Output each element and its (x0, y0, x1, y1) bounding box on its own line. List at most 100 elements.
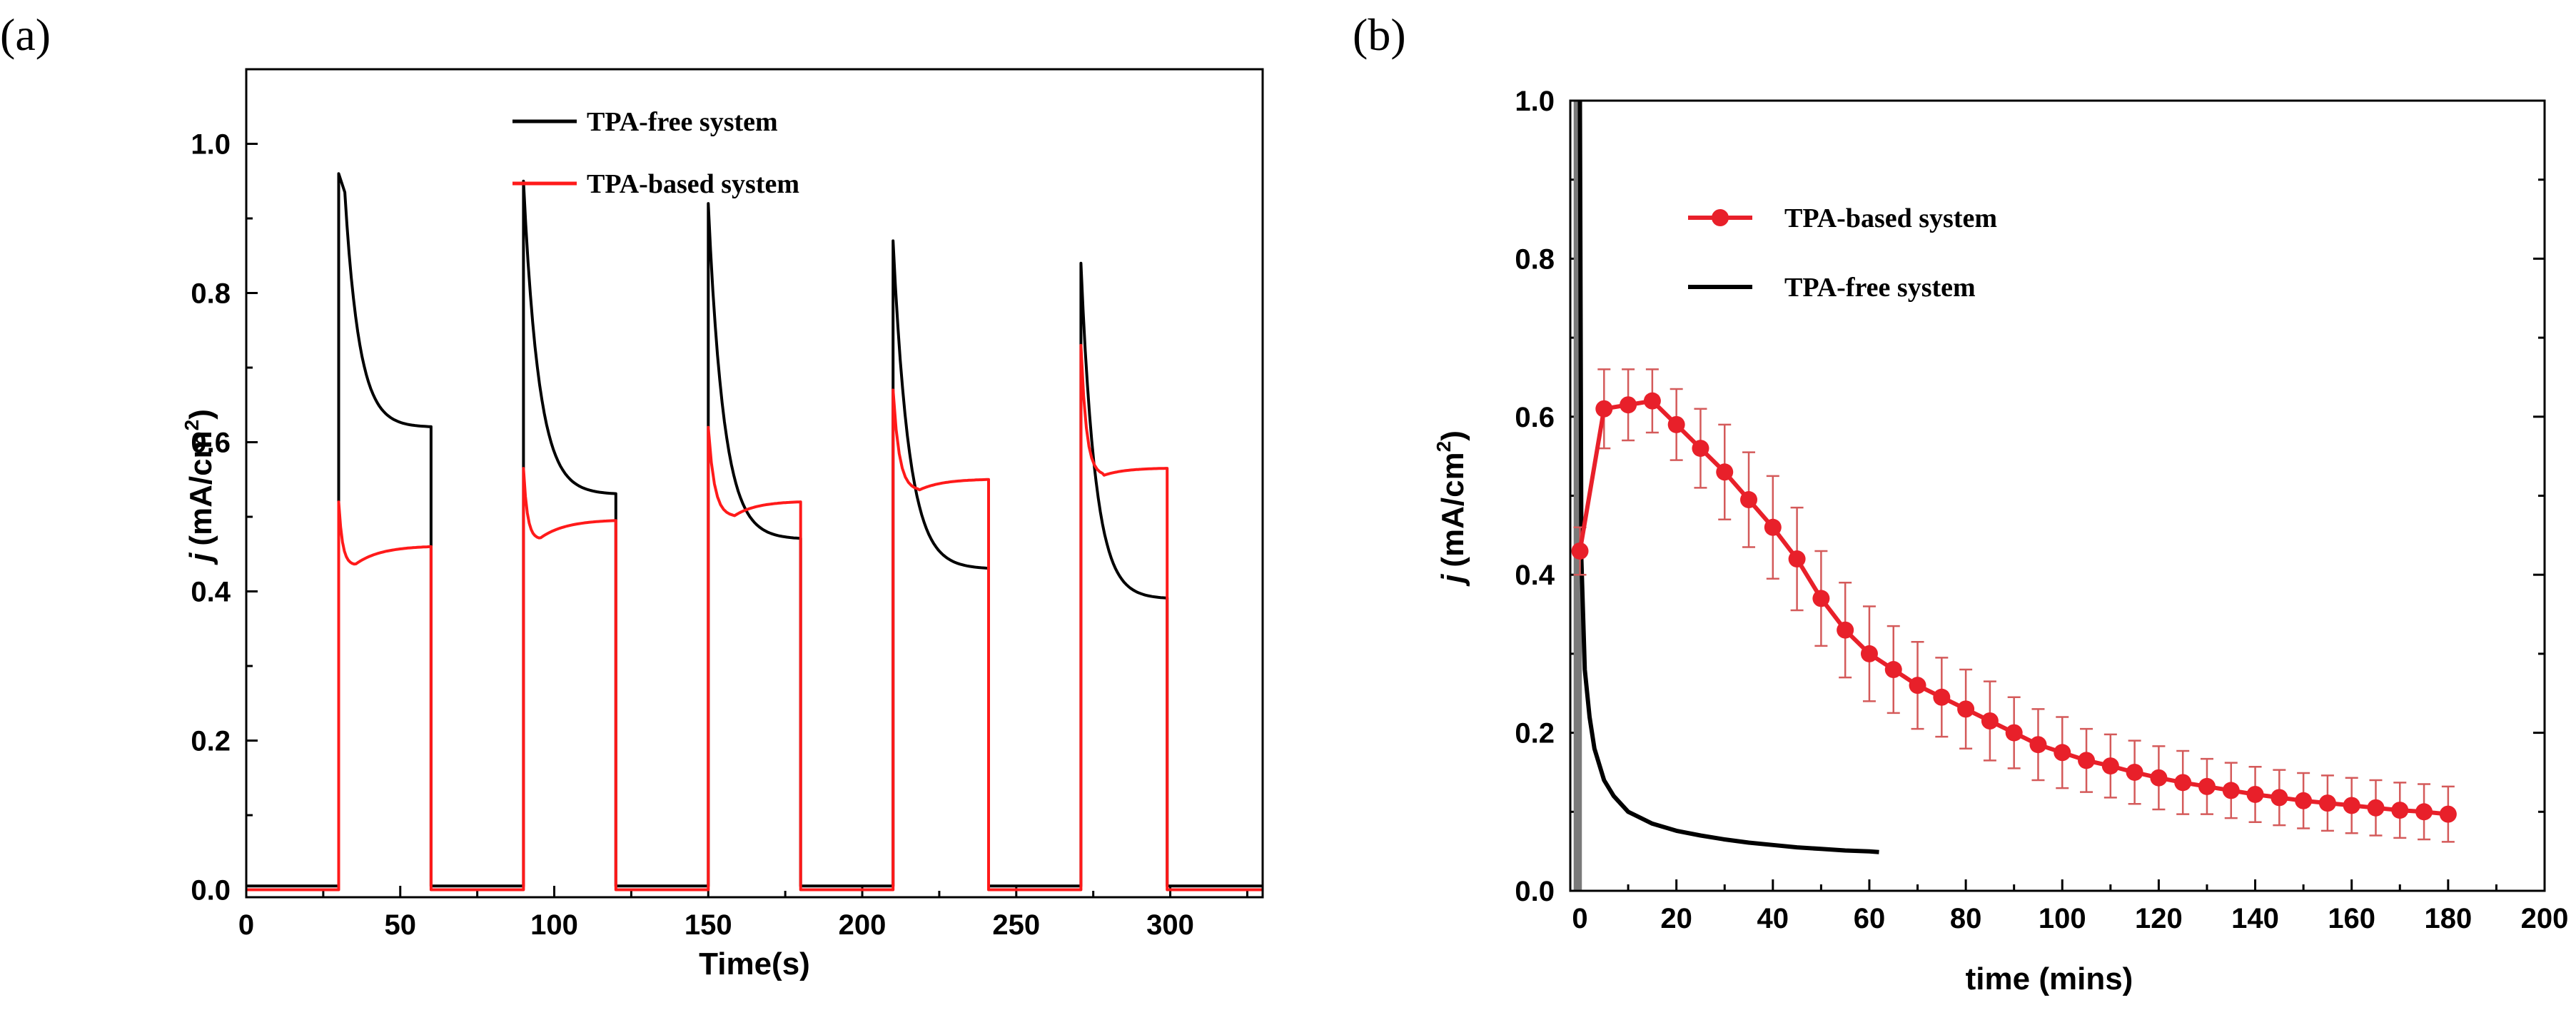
b-x-axis-title: time (mins) (1966, 961, 2133, 996)
a-y-tick-label: 1.0 (191, 129, 231, 161)
b-data-point-tpa-based (2246, 785, 2264, 803)
b-data-point-tpa-based (2222, 782, 2240, 799)
b-data-point-tpa-based (1981, 712, 1999, 729)
b-x-tick-label: 120 (2135, 903, 2183, 934)
a-plot-frame (245, 68, 1264, 899)
b-y-tick-label: 0.8 (1515, 243, 1555, 275)
b-data-point-tpa-based (1957, 700, 1975, 718)
b-onset-band (1573, 101, 1582, 891)
b-y-axis-unit: (mA/cm (1435, 452, 1470, 567)
a-legend: TPA-free system TPA-based system (512, 107, 799, 199)
b-series-group (1571, 100, 2457, 891)
b-x-tick-label: 80 (1950, 903, 1982, 934)
b-legend: TPA-based system TPA-free system (1688, 203, 1997, 303)
b-data-point-tpa-based (2415, 803, 2433, 821)
a-y-axis-sup: 2 (181, 420, 203, 431)
a-legend-label-tpa-free: TPA-free system (587, 107, 778, 137)
b-data-point-tpa-based (1812, 590, 1830, 607)
a-y-tick-label: 0.2 (191, 726, 231, 757)
b-x-tick-label: 100 (2039, 903, 2086, 934)
b-data-point-tpa-based (2318, 794, 2336, 812)
b-x-tick-label: 40 (1757, 903, 1789, 934)
b-y-tick-label: 0.0 (1515, 876, 1555, 907)
b-y-tick-label: 0.2 (1515, 718, 1555, 749)
panel-label-b: (b) (1353, 9, 1406, 60)
b-y-axis-close: ) (1435, 430, 1470, 441)
b-x-tick-label: 140 (2231, 903, 2279, 934)
b-data-point-tpa-based (2198, 777, 2216, 795)
b-x-tick-label: 160 (2328, 903, 2375, 934)
b-data-point-tpa-based (2005, 724, 2023, 742)
b-y-axis-title: j (mA/cm2) (1433, 430, 1470, 587)
a-ticks: 0 50 100 150 200 250 300 0.0 0.2 0.4 0.6 0.8 1.0 (191, 68, 1248, 941)
b-legend-marker-tpa-based (1712, 209, 1729, 226)
b-data-point-tpa-based (2271, 789, 2288, 807)
a-x-tick-label: 0 (238, 909, 254, 941)
b-data-point-tpa-based (1620, 396, 1637, 414)
a-y-tick-label: 0.0 (191, 875, 231, 907)
b-data-point-tpa-based (2126, 763, 2143, 781)
a-series-line-tpa-based (246, 343, 1263, 892)
a-x-tick-label: 150 (685, 909, 732, 941)
b-data-point-tpa-based (2367, 799, 2385, 817)
b-data-point-tpa-based (1595, 400, 1613, 418)
a-y-axis-symbol: j (183, 552, 218, 565)
a-y-axis-close: ) (183, 409, 218, 420)
b-x-tick-label: 180 (2424, 903, 2472, 934)
b-data-point-tpa-based (2343, 797, 2360, 814)
b-data-point-tpa-based (1788, 550, 1806, 568)
b-data-point-tpa-based (1667, 415, 1685, 433)
b-data-point-tpa-based (2054, 744, 2071, 762)
b-data-point-tpa-based (1643, 392, 1661, 410)
b-data-point-tpa-based (1860, 645, 1878, 662)
a-y-axis-unit: (mA/cm (183, 430, 218, 545)
b-data-point-tpa-based (1933, 688, 1951, 706)
b-data-point-tpa-based (2439, 805, 2457, 823)
b-data-point-tpa-based (1884, 661, 1902, 679)
b-data-point-tpa-based (1571, 542, 1589, 560)
b-y-tick-label: 0.6 (1515, 402, 1555, 433)
b-data-point-tpa-based (1764, 518, 1782, 536)
b-data-point-tpa-based (2391, 802, 2409, 819)
a-x-tick-label: 200 (839, 909, 887, 941)
b-data-point-tpa-based (2174, 774, 2192, 792)
a-series-group (246, 172, 1263, 892)
b-legend-label-tpa-free: TPA-free system (1784, 273, 1976, 303)
b-x-tick-label: 0 (1572, 903, 1587, 934)
a-y-tick-label: 0.6 (191, 428, 231, 459)
b-legend-label-tpa-based: TPA-based system (1784, 203, 1997, 233)
b-x-tick-label: 200 (2521, 903, 2569, 934)
b-data-point-tpa-based (1909, 677, 1926, 695)
b-y-tick-label: 0.4 (1515, 560, 1555, 591)
b-x-tick-label: 20 (1660, 903, 1692, 934)
b-data-point-tpa-based (2150, 769, 2168, 787)
b-y-tick-label: 1.0 (1515, 86, 1555, 117)
a-x-tick-label: 250 (992, 909, 1040, 941)
panel-label-a: (a) (0, 9, 51, 60)
chart-b: (b) 0 20 40 60 80 100 120 140 160 180 200 0.0 0.2 0.4… (1353, 9, 2568, 996)
b-data-point-tpa-based (1740, 491, 1758, 509)
a-y-axis-title: j (mA/cm2) (181, 409, 218, 565)
b-data-point-tpa-based (2295, 792, 2313, 809)
a-series-line-tpa-free (246, 172, 1263, 888)
b-x-tick-label: 60 (1854, 903, 1886, 934)
b-data-point-tpa-based (2078, 752, 2096, 769)
a-x-tick-label: 50 (385, 909, 417, 941)
b-data-point-tpa-based (2101, 757, 2119, 775)
b-data-point-tpa-based (1692, 440, 1709, 458)
a-x-tick-label: 100 (530, 909, 578, 941)
a-x-axis-title: Time(s) (699, 946, 810, 981)
b-data-point-tpa-based (2029, 736, 2047, 754)
b-plot-frame (1569, 99, 2546, 892)
b-data-point-tpa-based (1716, 463, 1734, 481)
b-y-axis-symbol: j (1435, 574, 1470, 587)
b-y-axis-sup: 2 (1433, 441, 1455, 453)
a-y-tick-label: 0.4 (191, 577, 231, 608)
b-data-point-tpa-based (1837, 621, 1854, 639)
b-ticks: 0 20 40 60 80 100 120 140 160 180 200 0.0 0.2 0.4 0.6 0… (1515, 86, 2568, 934)
a-legend-label-tpa-based: TPA-based system (587, 169, 799, 199)
chart-a: (a) 0 50 100 150 200 250 300 0.0 0.2 0.4 0.6 0.8 1.0… (0, 9, 1264, 981)
b-series-line-tpa-free (1577, 100, 1879, 854)
a-x-tick-label: 300 (1146, 909, 1194, 941)
